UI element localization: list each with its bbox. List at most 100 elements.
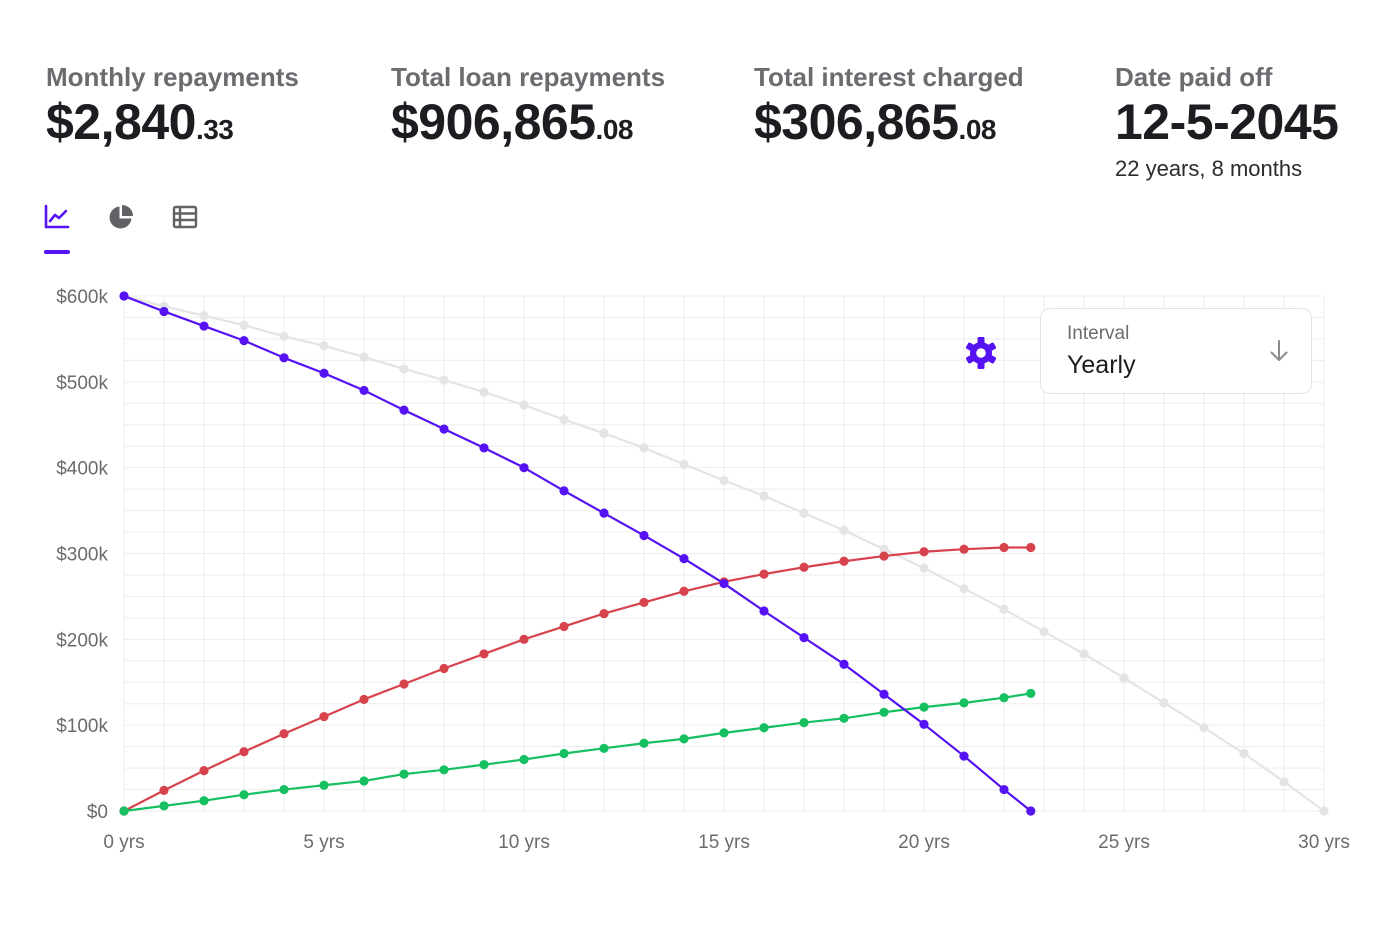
data-point-0: [959, 584, 969, 594]
interval-select[interactable]: Interval Yearly: [1040, 308, 1312, 394]
tab-table[interactable]: [172, 204, 198, 234]
stat-value-cents: .33: [195, 114, 234, 146]
data-point-0: [1159, 698, 1169, 708]
gear-icon: [965, 337, 997, 369]
data-point-2: [599, 743, 609, 753]
data-point-2: [839, 713, 849, 723]
data-point-1: [959, 544, 969, 554]
stat-total-interest-charged: Total interest charged $306,865.08: [754, 62, 1024, 150]
stat-value-whole: $2,840: [46, 94, 196, 151]
data-point-3: [199, 321, 209, 331]
data-point-0: [199, 311, 209, 321]
data-point-1: [879, 551, 889, 561]
data-point-2: [519, 754, 529, 765]
data-point-1: [159, 785, 169, 796]
data-point-0: [239, 320, 249, 330]
data-point-1: [559, 621, 569, 632]
data-point-2: [479, 760, 489, 770]
data-point-3: [359, 385, 369, 396]
data-point-2: [959, 698, 969, 708]
loan-balance-line-chart: $0 $100k $200k $300k $400k $500k $600k 0 yrs 5 y…: [56, 287, 1350, 853]
data-point-0: [599, 428, 609, 438]
data-point-3: [119, 291, 129, 301]
stat-monthly-repayments: Monthly repayments $2,840.33: [46, 62, 299, 150]
data-point-1: [279, 729, 289, 739]
data-point-0: [759, 491, 769, 501]
data-point-0: [439, 375, 449, 385]
data-point-1: [319, 711, 329, 722]
data-point-3: [479, 443, 489, 453]
data-point-0: [999, 604, 1009, 614]
data-point-2: [439, 765, 449, 775]
data-point-0: [919, 563, 929, 573]
data-point-3: [599, 508, 609, 518]
data-point-3: [839, 659, 849, 669]
data-point-3: [279, 353, 289, 363]
tab-line-chart[interactable]: [44, 204, 70, 254]
y-tick-label: $400k: [56, 459, 108, 480]
pie-chart-icon: [109, 205, 133, 229]
series-line-2: [123, 692, 1031, 813]
stat-value: 12-5-2045: [1115, 95, 1339, 150]
tab-pie-chart[interactable]: [108, 204, 134, 234]
data-point-3: [799, 633, 809, 643]
y-tick-label: $100k: [56, 716, 108, 737]
data-point-0: [879, 544, 889, 554]
data-point-2: [999, 693, 1009, 703]
data-point-3: [719, 578, 729, 589]
data-point-1: [199, 766, 209, 776]
data-point-3: [919, 719, 929, 729]
data-point-0: [519, 400, 529, 410]
data-point-3: [959, 751, 969, 761]
data-point-0: [399, 364, 409, 374]
data-point-1: [439, 663, 449, 674]
data-point-1: [359, 694, 369, 705]
data-point-0: [1319, 806, 1329, 816]
data-point-3: [519, 463, 529, 473]
data-point-1: [479, 649, 489, 659]
data-point-2: [279, 784, 289, 795]
stat-date-paid-off: Date paid off 12-5-2045 22 years, 8 mont…: [1115, 62, 1339, 182]
data-point-0: [1279, 777, 1289, 787]
data-point-1: [919, 547, 929, 557]
stat-label: Date paid off: [1115, 62, 1273, 92]
data-point-1: [679, 586, 689, 596]
data-point-3: [1026, 806, 1036, 816]
data-point-0: [719, 475, 729, 486]
data-point-0: [1119, 673, 1129, 683]
x-tick-label: 5 yrs: [303, 832, 344, 853]
data-point-2: [799, 717, 809, 728]
settings-button[interactable]: [963, 335, 999, 376]
data-point-2: [639, 738, 649, 748]
data-point-3: [639, 530, 649, 541]
data-point-1: [999, 542, 1009, 553]
x-tick-label: 0 yrs: [103, 832, 144, 853]
stat-value-cents: .08: [595, 114, 634, 146]
y-tick-label: $500k: [56, 373, 108, 394]
data-point-1: [599, 608, 609, 619]
data-point-3: [999, 784, 1009, 795]
stat-value: $906,865.08: [391, 95, 665, 150]
stat-value-cents: .08: [958, 114, 997, 146]
data-point-2: [919, 702, 929, 712]
data-point-3: [559, 486, 569, 496]
data-point-0: [1199, 723, 1209, 733]
data-point-0: [799, 508, 809, 518]
arrow-down-icon: [1270, 340, 1288, 361]
active-tab-indicator: [44, 250, 70, 254]
data-point-0: [839, 525, 849, 535]
data-point-1: [759, 569, 769, 579]
interval-label: Interval: [1067, 323, 1130, 344]
x-tick-label: 30 yrs: [1298, 832, 1350, 853]
data-point-1: [799, 562, 809, 572]
data-point-2: [159, 801, 169, 811]
data-point-1: [839, 556, 849, 566]
data-point-2: [759, 723, 769, 733]
line-chart-icon: [44, 204, 70, 229]
data-point-3: [879, 689, 889, 699]
x-tick-label: 10 yrs: [498, 832, 550, 853]
data-point-2: [319, 780, 329, 790]
stat-label: Monthly repayments: [46, 62, 299, 92]
data-point-0: [679, 459, 689, 469]
data-point-2: [399, 769, 409, 779]
